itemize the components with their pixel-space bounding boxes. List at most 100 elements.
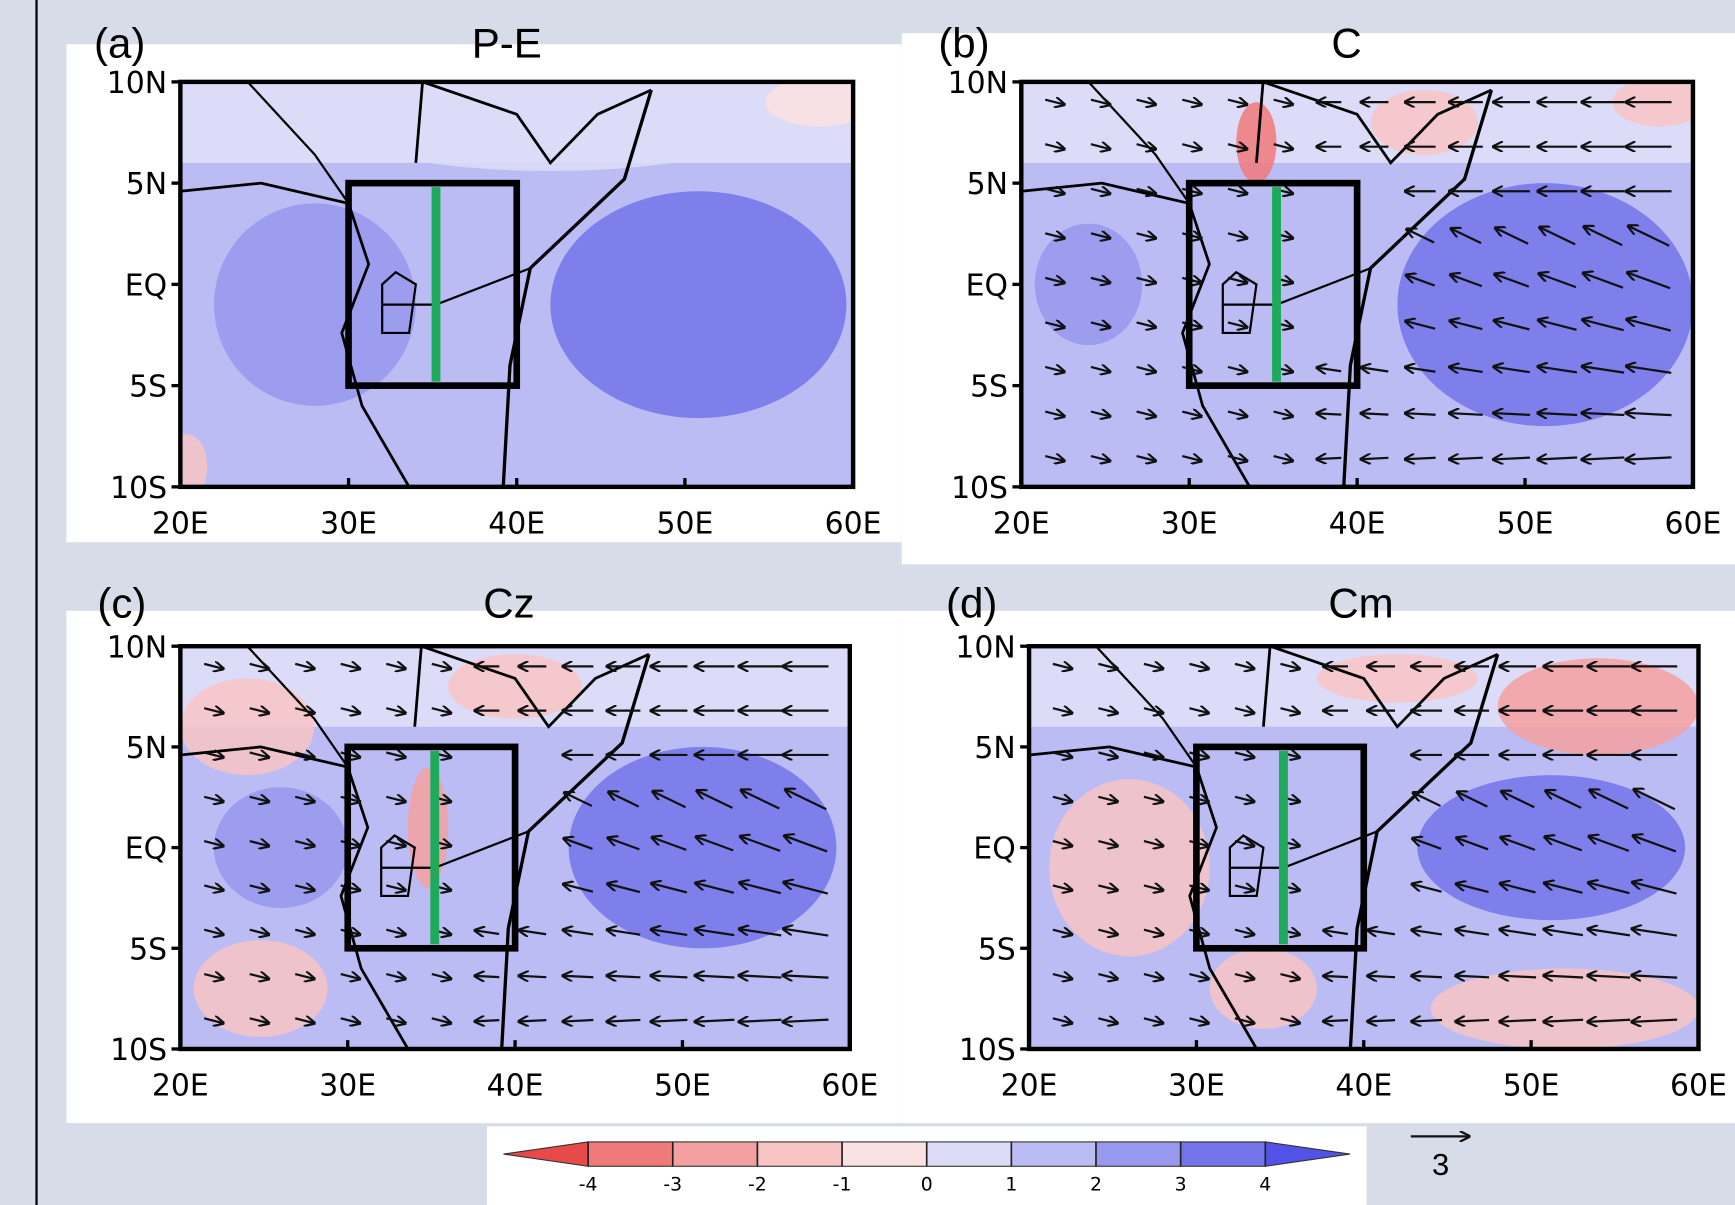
wind-vector: [249, 797, 269, 802]
wind-vector: [249, 841, 269, 846]
wind-vector: [1632, 882, 1677, 895]
wind-vector: [1052, 664, 1072, 669]
x-tick-label: 40E: [488, 506, 545, 541]
wind-vector: [1538, 366, 1578, 374]
wind-vector: [1632, 929, 1678, 937]
wind-vector: [607, 930, 641, 935]
wind-vector: [1280, 1018, 1299, 1023]
wind-vector: [697, 791, 733, 809]
wind-vector: [1044, 100, 1064, 105]
wind-vector: [1631, 975, 1678, 977]
field-patch: [180, 678, 315, 776]
panel-label: (b): [938, 20, 989, 67]
wind-vector: [519, 976, 547, 977]
wind-vector: [203, 752, 223, 757]
x-tick-label: 30E: [1161, 506, 1218, 541]
wind-vector: [783, 929, 829, 937]
field-patch: [765, 81, 854, 127]
wind-vector: [1500, 929, 1537, 934]
wind-vector: [1500, 883, 1536, 894]
wind-vector: [1412, 930, 1443, 935]
wind-vector: [1412, 884, 1442, 893]
wind-vector: [1405, 321, 1436, 330]
wind-vector: [1090, 144, 1110, 149]
wind-vector: [1627, 272, 1671, 290]
wind-vector: [249, 930, 269, 935]
wind-vector: [1052, 752, 1072, 757]
wind-vector: [203, 974, 223, 979]
wind-vector: [1227, 233, 1247, 238]
wind-vector: [1582, 320, 1624, 332]
colorbar-cell: [926, 1141, 1012, 1167]
wind-vector: [1227, 456, 1247, 461]
y-tick-label: 10N: [107, 630, 167, 665]
wind-vector: [1273, 100, 1293, 105]
wind-vector: [1584, 226, 1623, 247]
colorbar-tick-label: 1: [1005, 1175, 1017, 1196]
wind-vector: [1405, 458, 1436, 460]
wind-vector: [203, 797, 223, 802]
wind-vector: [1626, 457, 1672, 459]
wind-vector: [1189, 974, 1208, 979]
panel-title: P-E: [472, 20, 542, 67]
wind-vector: [294, 664, 314, 669]
wind-vector: [1098, 930, 1117, 935]
wind-vector: [1098, 974, 1117, 979]
wind-vector: [1098, 1018, 1117, 1023]
wind-vector: [607, 976, 641, 978]
wind-vector: [1413, 793, 1442, 807]
wind-vector: [1143, 797, 1163, 802]
panel-label: (d): [946, 579, 997, 626]
wind-vector: [1227, 100, 1247, 105]
wind-vector: [1044, 144, 1064, 149]
wind-vector: [1317, 368, 1342, 372]
wind-vector: [1136, 233, 1156, 238]
wind-vector: [1317, 413, 1342, 414]
field-patch: [1370, 89, 1479, 155]
wind-vector: [1501, 791, 1535, 809]
panel-title: Cz: [483, 579, 534, 626]
wind-vector: [385, 797, 405, 802]
wind-vector: [1405, 367, 1436, 372]
wind-vector: [249, 752, 269, 757]
wind-vector: [294, 885, 314, 890]
wind-vector: [1181, 144, 1201, 149]
x-tick-label: 60E: [821, 1068, 878, 1103]
wind-vector: [563, 1020, 594, 1022]
wind-vector: [249, 708, 269, 713]
y-tick-label: 5N: [126, 167, 167, 202]
wind-vector: [1273, 412, 1293, 417]
x-tick-label: 60E: [1665, 506, 1722, 541]
wind-vector: [1449, 413, 1483, 415]
wind-vector: [1361, 413, 1389, 414]
wind-vector: [1455, 976, 1490, 978]
wind-vector: [385, 930, 405, 935]
wind-vector: [740, 836, 781, 852]
wind-vector: [1588, 883, 1630, 895]
study-box: [345, 179, 521, 389]
wind-vector: [1044, 278, 1064, 283]
wind-vector: [563, 884, 594, 893]
wind-vector: [1626, 366, 1672, 374]
wind-vector: [1323, 1020, 1349, 1021]
colorbar-cell: [672, 1141, 758, 1167]
field-patch: [180, 434, 208, 487]
wind-vector: [1098, 885, 1117, 890]
colorbar-cell: [1180, 1141, 1266, 1167]
field-patch: [1612, 81, 1693, 127]
wind-vector: [340, 664, 360, 669]
wind-vector: [696, 837, 734, 852]
colorbar-tick-label: 2: [1090, 1175, 1102, 1196]
plot-frame: [1026, 643, 1701, 1052]
wind-vector: [475, 930, 500, 934]
y-tick-label: 10S: [951, 471, 1008, 506]
wind-vector: [1626, 319, 1672, 332]
y-tick-label: 10N: [955, 630, 1015, 665]
wind-vector: [1361, 367, 1389, 371]
wind-vector: [1044, 233, 1064, 238]
y-tick-label: EQ: [966, 268, 1008, 303]
wind-vector: [1234, 885, 1254, 890]
field: [1021, 81, 1693, 487]
wind-vector: [1234, 930, 1254, 935]
